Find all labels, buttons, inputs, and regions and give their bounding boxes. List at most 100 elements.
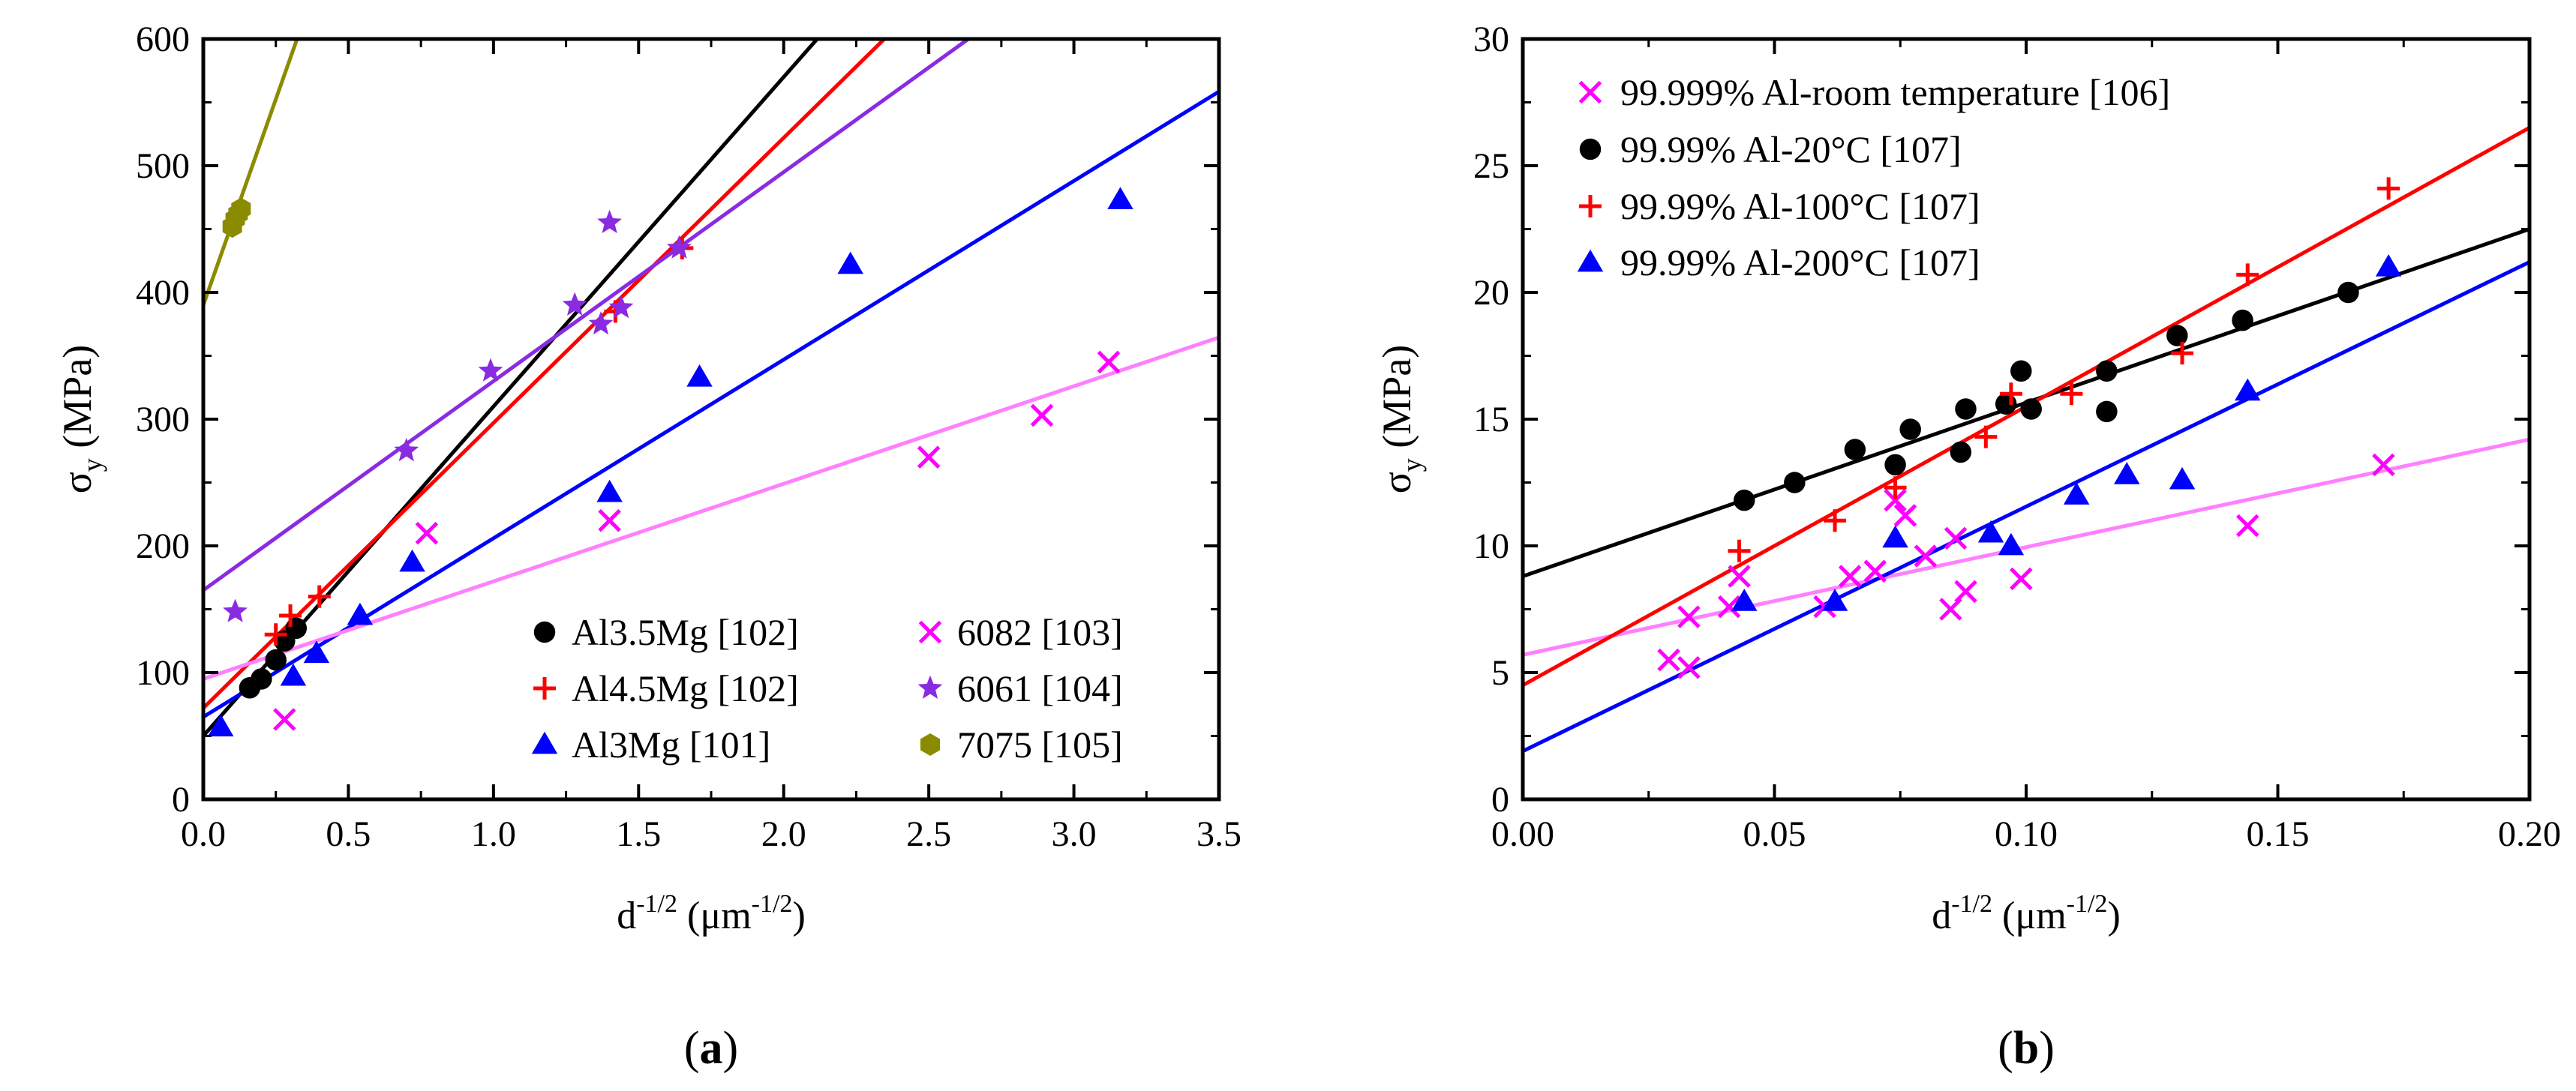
x-label-units: (μm (677, 895, 752, 937)
data-point (265, 649, 287, 671)
legend-label: 99.99% Al-200°C [107] (1620, 241, 1980, 283)
y-label-sub: y (77, 458, 107, 472)
legend-marker (918, 620, 942, 644)
panel-label-open: ( (1998, 1023, 2013, 1074)
panel-label-open: ( (684, 1023, 700, 1074)
data-point (1030, 403, 1054, 427)
data-point (1884, 454, 1906, 476)
legend-label: Al3.5Mg [102] (572, 611, 799, 653)
y-label-units: (MPa) (55, 345, 100, 458)
x-label-sup: -1/2 (1951, 890, 1992, 918)
legend: Al3.5Mg [102] Al4.5Mg [102] Al3Mg [101] 608… (531, 611, 1123, 766)
legend-item: 7075 [105] (920, 724, 1123, 766)
data-point (2166, 325, 2188, 346)
y-tick-label: 200 (136, 526, 190, 566)
data-point (2063, 482, 2090, 505)
data-point (2113, 462, 2140, 484)
data-point (2232, 309, 2253, 331)
legend: 99.999% Al-room temperature [106] 99.99% … (1577, 71, 2170, 283)
y-tick-label: 10 (1473, 526, 1509, 566)
data-point (2235, 514, 2259, 538)
data-point (1884, 488, 1907, 512)
data-point (280, 663, 307, 686)
y-tick-label: 15 (1473, 400, 1509, 439)
legend-marker (531, 731, 558, 754)
x-tick-label: 1.0 (471, 814, 516, 854)
x-label-units: (μm (1992, 895, 2067, 937)
legend-marker (917, 675, 943, 699)
legend-marker (533, 677, 556, 700)
data-point (2169, 466, 2196, 490)
y-tick-label: 5 (1491, 653, 1509, 693)
legend-marker (1579, 195, 1602, 217)
data-points (1657, 177, 2402, 679)
chart-panel-a: 0.0 0.5 1.0 1.5 2.0 2.5 3.0 3.5 0 100 200 300 400 500… (55, 19, 1241, 1074)
y-label-units: (MPa) (1374, 345, 1419, 458)
y-tick-label: 0 (1491, 780, 1509, 820)
data-point (347, 602, 374, 625)
data-point (2372, 453, 2395, 477)
x-tick-label: 0.15 (2247, 814, 2310, 854)
data-point (2234, 378, 2261, 401)
data-point (273, 708, 296, 731)
data-point (1863, 559, 1887, 583)
data-points (207, 187, 1133, 737)
data-point (1838, 565, 1862, 588)
y-tick-label: 500 (136, 146, 190, 186)
legend-label: 99.999% Al-room temperature [106] (1620, 71, 2170, 113)
data-point (917, 445, 941, 469)
fit-line-3 (1523, 260, 2529, 754)
legend-label: 99.99% Al-20°C [107] (1620, 128, 1962, 170)
x-tick-label: 0.10 (1995, 814, 2058, 854)
series-2-points (1728, 177, 2400, 562)
data-point (1844, 439, 1866, 460)
legend-marker (920, 733, 940, 756)
x-tick-label: 2.5 (906, 814, 951, 854)
legend-label: 7075 [105] (957, 724, 1123, 766)
data-point (1107, 187, 1133, 210)
series-4-points (223, 209, 692, 622)
data-point (562, 292, 587, 316)
data-point (1893, 504, 1917, 527)
data-point (1728, 565, 1751, 588)
data-point (415, 521, 439, 545)
legend-item: 99.99% Al-20°C [107] (1579, 128, 1962, 170)
y-tick-label: 0 (172, 780, 190, 820)
panel-label-close: ) (723, 1023, 739, 1074)
data-point (686, 364, 713, 387)
x-label-sup: -1/2 (636, 890, 677, 918)
legend-label: Al4.5Mg [102] (572, 667, 799, 709)
y-tick-label: 100 (136, 653, 190, 693)
fit-line-2 (203, 90, 1219, 719)
data-point (1974, 425, 1998, 448)
y-axis-label: σy (MPa) (1374, 345, 1427, 494)
y-tick-label: 600 (136, 19, 190, 59)
fit-line-1 (203, 39, 887, 710)
legend-label: 6082 [103] (957, 611, 1123, 653)
y-tick-label: 300 (136, 400, 190, 439)
data-point (2020, 398, 2042, 420)
legend-item: 6082 [103] (918, 611, 1123, 653)
data-point (223, 598, 248, 622)
x-tick-label: 0.20 (2498, 814, 2561, 854)
y-tick-label: 30 (1473, 19, 1509, 59)
data-point (1784, 472, 1806, 493)
data-point (264, 623, 287, 646)
x-tick-label: 3.0 (1052, 814, 1097, 854)
y-tick-label: 20 (1473, 273, 1509, 313)
data-point (1733, 489, 1755, 511)
data-point (1677, 655, 1701, 679)
panel-label-letter: a (700, 1023, 723, 1074)
data-point (1824, 509, 1847, 532)
legend-item: Al3Mg [101] (531, 724, 770, 766)
y-label-main: σ (55, 472, 100, 493)
series-5-points (222, 197, 251, 238)
legend-marker (1579, 138, 1602, 160)
legend-label: Al3Mg [101] (572, 724, 770, 766)
series-3-points (1731, 253, 2402, 611)
x-tick-label: 0.5 (326, 814, 371, 854)
series-2-points (207, 187, 1133, 737)
legend-item: 6061 [104] (917, 667, 1123, 709)
fit-lines (203, 39, 1219, 738)
